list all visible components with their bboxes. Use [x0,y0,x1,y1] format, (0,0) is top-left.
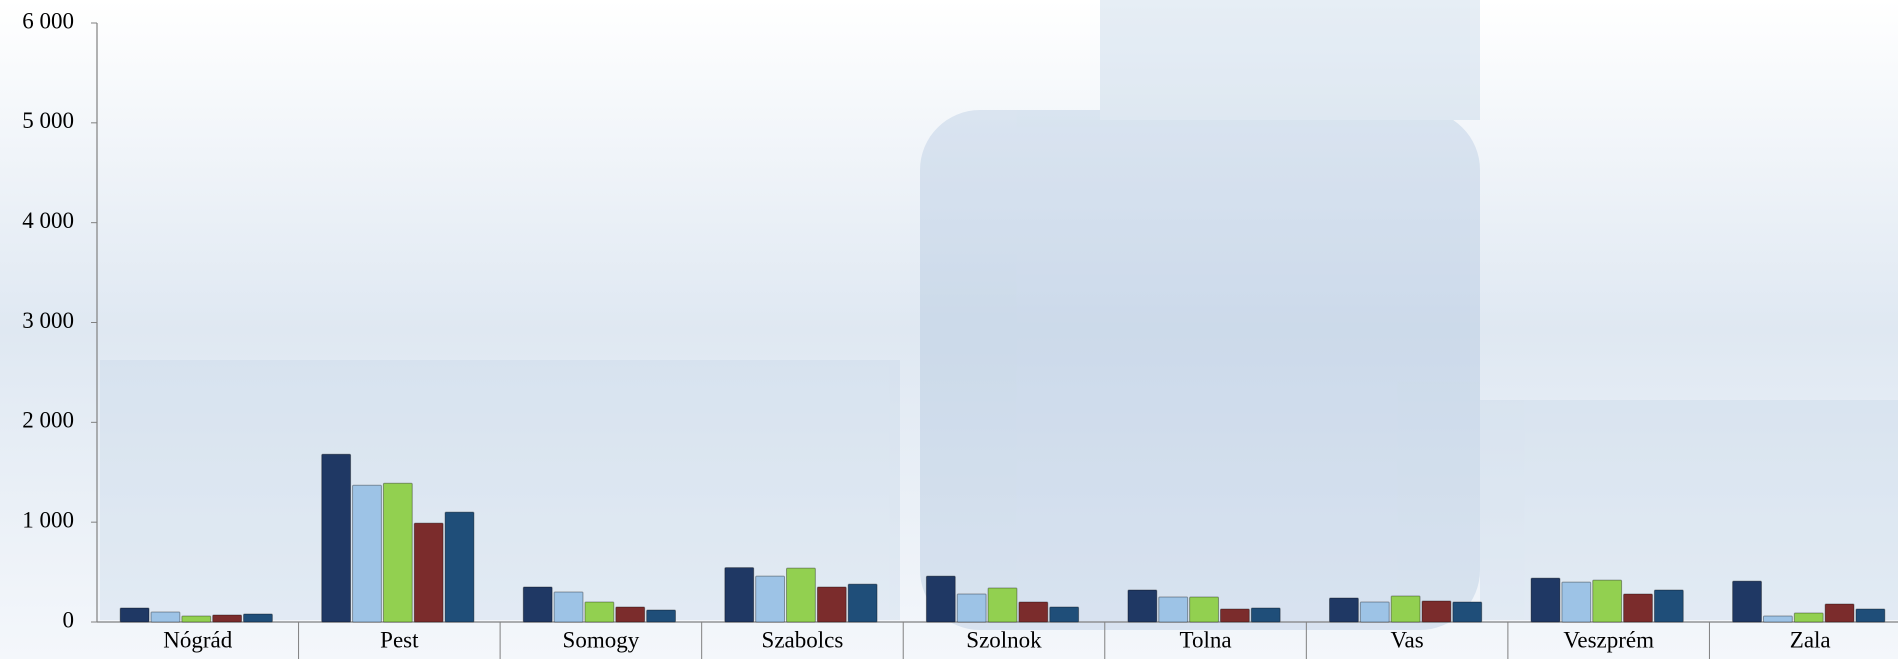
bar [786,567,816,623]
y-tick-label: 0 [63,607,75,632]
bar [181,615,212,623]
bar [1732,580,1762,623]
bar [987,587,1018,623]
x-tick-label: Tolna [1180,627,1232,652]
bar [243,613,273,623]
bar [382,482,413,623]
bar [646,609,676,623]
bar [1189,596,1219,623]
x-tick-label: Szolnok [966,627,1042,652]
bar [1793,612,1824,623]
bar [615,606,646,623]
bar [1329,597,1359,623]
bar [925,575,956,623]
y-tick-label: 1 000 [22,507,74,532]
bar [816,586,847,623]
bar [724,567,755,623]
bar [212,614,243,623]
x-tick-label: Vas [1390,627,1423,652]
bar [321,453,352,623]
bar [1390,595,1421,623]
bar [119,607,150,623]
bar [1250,607,1281,623]
y-tick-label: 5 000 [22,108,74,133]
bar [1592,579,1623,623]
bar [1018,601,1049,623]
x-tick-label: Veszprém [1563,627,1654,652]
bar [1855,608,1886,623]
bar [956,593,987,623]
bar [1127,589,1158,623]
x-tick-label: Zala [1790,627,1831,652]
bar [584,601,615,623]
bar [150,611,181,623]
bar [755,575,786,623]
bar [1049,606,1080,623]
bar [553,591,584,623]
x-tick-label: Pest [380,627,419,652]
bar [1623,593,1653,623]
y-tick-label: 3 000 [22,308,74,333]
y-tick-label: 6 000 [22,8,74,33]
bar [1158,596,1189,623]
bar [352,484,382,623]
bar [1824,603,1855,623]
building-photo [100,0,1898,630]
y-tick-label: 4 000 [22,208,74,233]
bar [1421,600,1452,623]
bar [1653,589,1684,623]
x-tick-label: Nógrád [163,627,232,652]
bar [1452,601,1483,623]
y-tick-label: 2 000 [22,408,74,433]
bar [1561,581,1592,623]
bar [522,586,553,623]
x-tick-label: Somogy [563,627,640,652]
bar [1359,601,1390,623]
bar [444,511,475,623]
bar [413,522,444,623]
bar [1762,615,1793,623]
x-tick-label: Szabolcs [762,627,844,652]
bar [1219,608,1250,623]
bar [1530,577,1561,623]
bar [847,583,878,623]
